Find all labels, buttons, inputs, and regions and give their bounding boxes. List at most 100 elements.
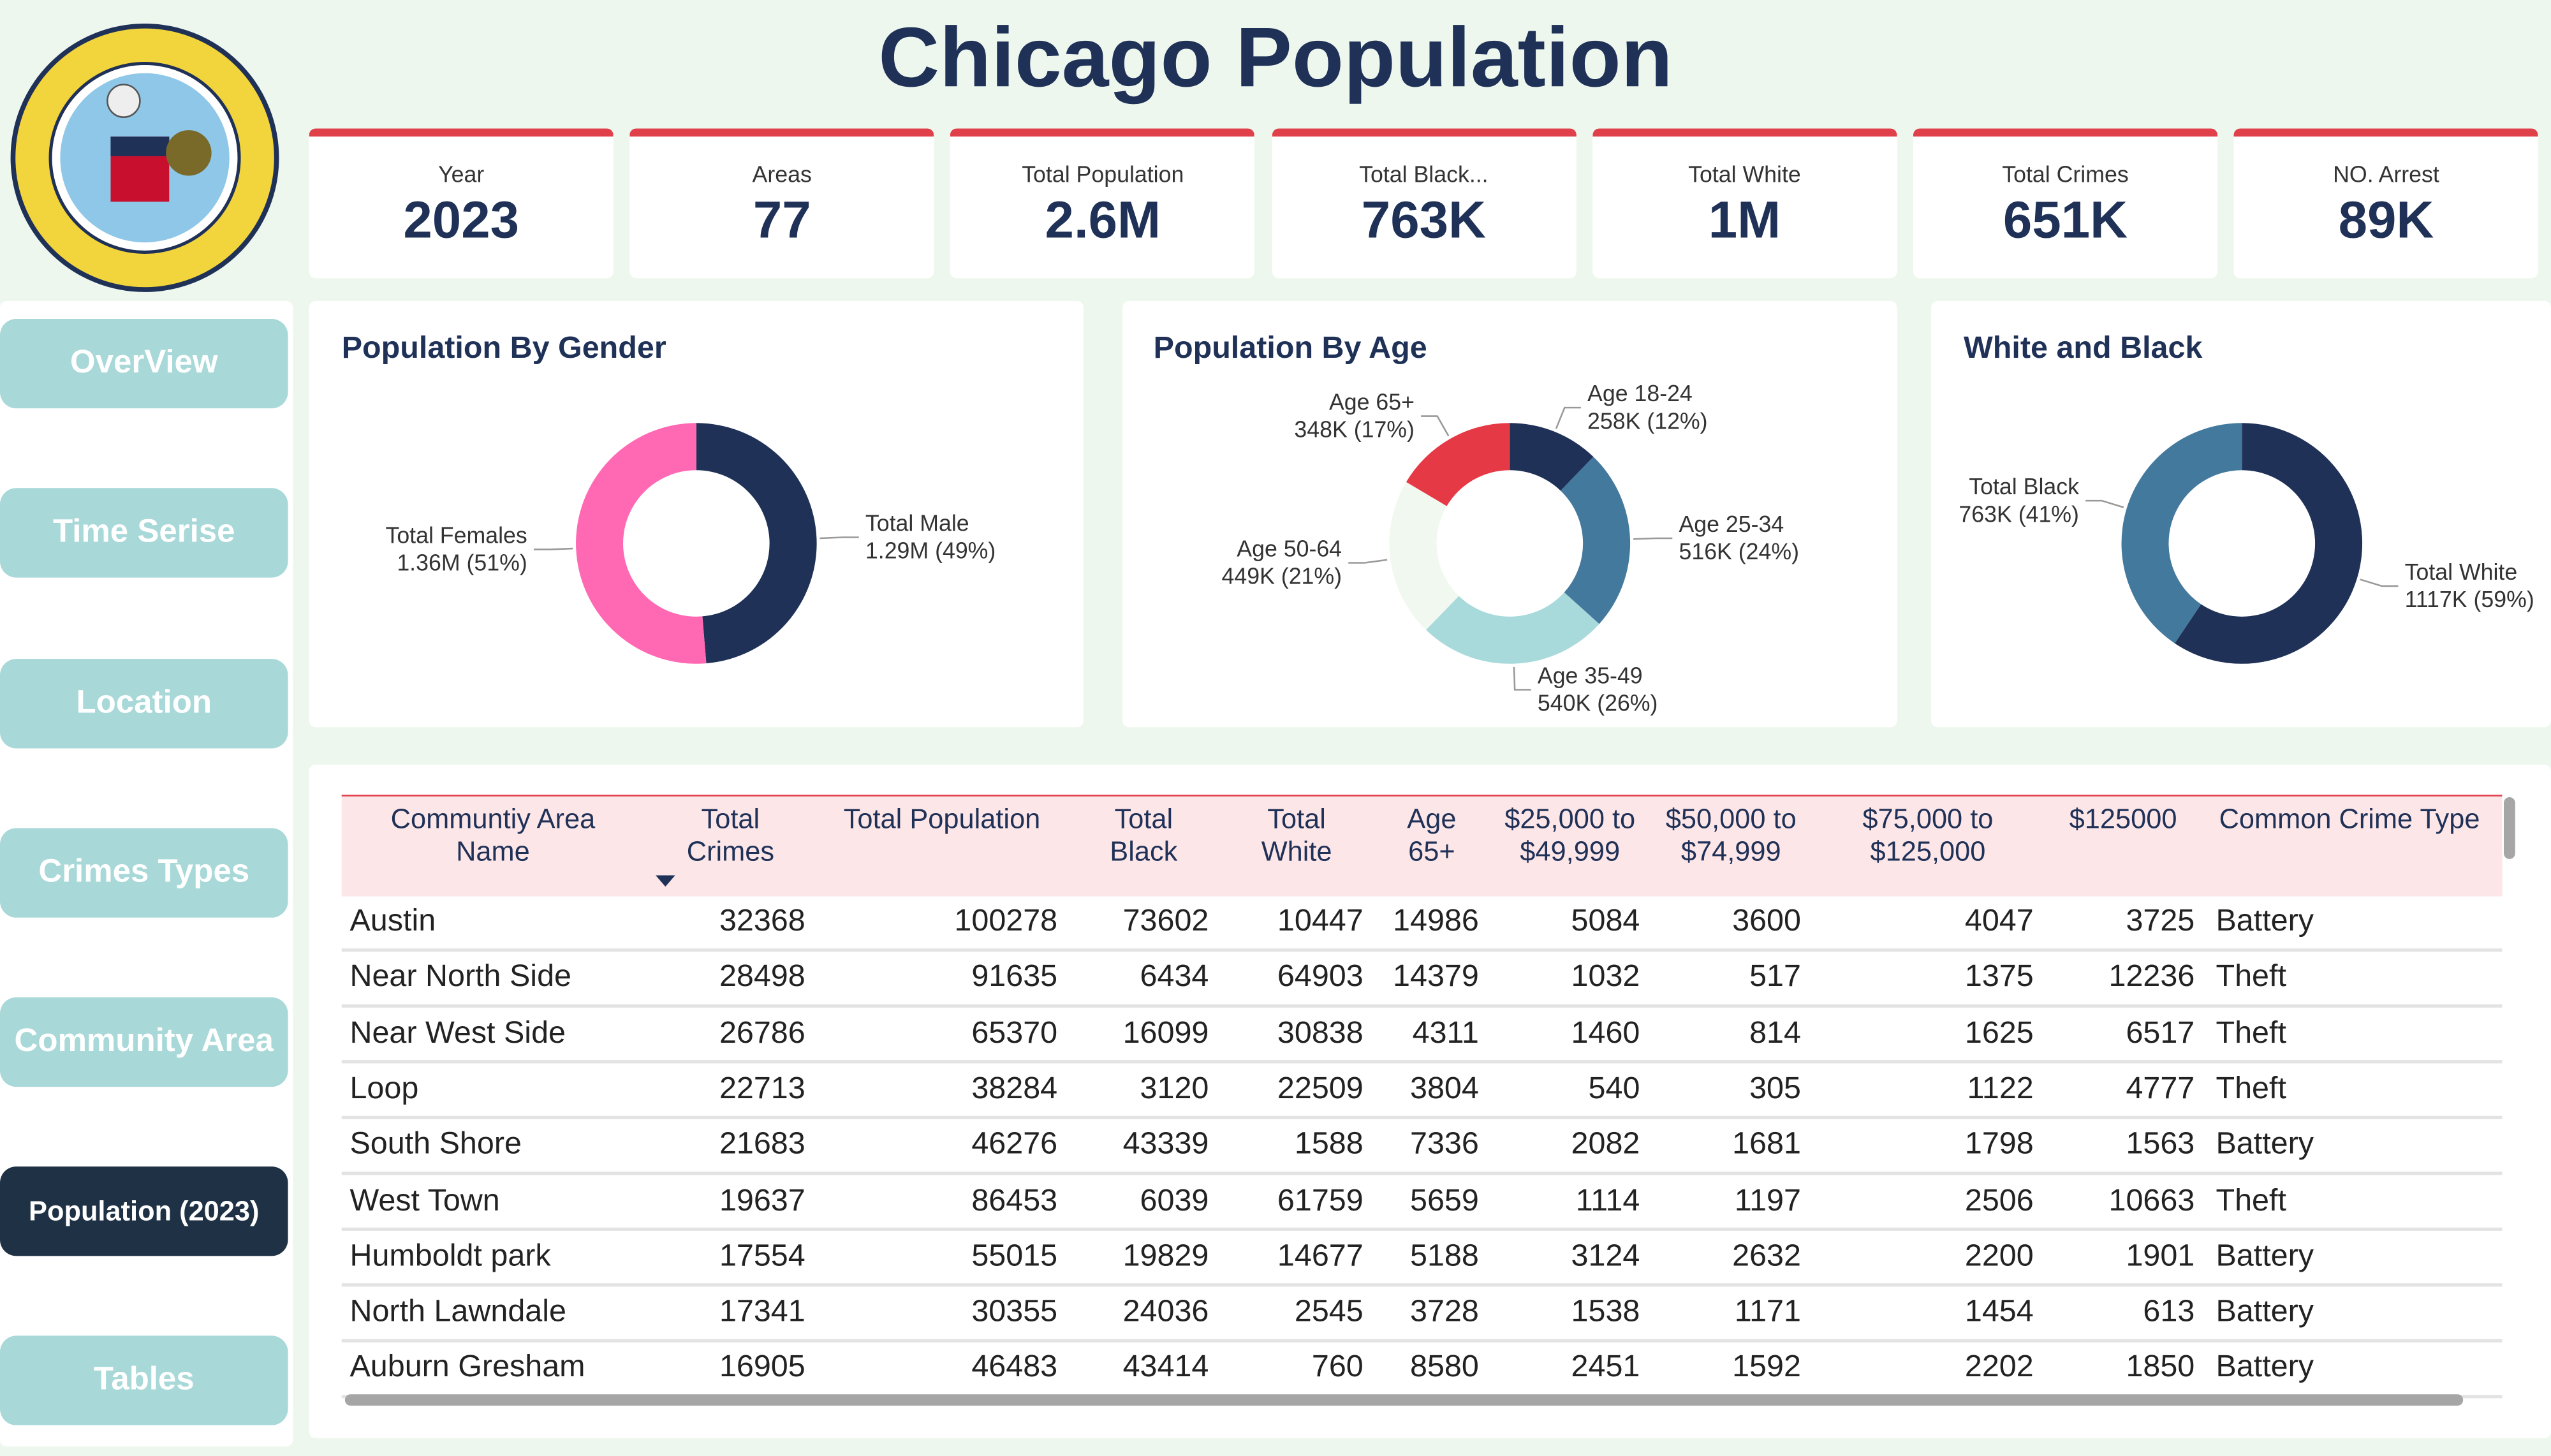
kpi-value: 89K <box>2338 190 2434 249</box>
table-cell: 1625 <box>1964 1016 2034 1050</box>
column-header[interactable]: Total Crimes <box>686 804 775 867</box>
table-cell: 1375 <box>1964 960 2034 995</box>
table-cell: 1588 <box>1294 1128 1364 1162</box>
slice-value-label: 763K (41%) <box>1959 501 2079 527</box>
table-cell: Battery <box>2216 1239 2314 1274</box>
table-cell: 2545 <box>1294 1295 1364 1330</box>
column-header[interactable]: Communtiy Area Name <box>390 804 596 867</box>
slice-value-label: 258K (12%) <box>1587 408 1708 434</box>
donut-slice <box>1561 457 1631 624</box>
kpi-label: Total Crimes <box>2002 161 2129 188</box>
table-cell: 4047 <box>1964 904 2034 939</box>
slice-label: Age 50-64 <box>1237 536 1342 561</box>
column-header[interactable]: $25,000 to $49,999 <box>1504 804 1636 867</box>
table-cell: Theft <box>2216 1071 2286 1107</box>
table-cell: 22509 <box>1277 1071 1364 1107</box>
table-cell: 5188 <box>1409 1239 1479 1274</box>
donut-slice <box>1406 423 1510 506</box>
kpi-value: 651K <box>2003 190 2128 249</box>
slice-value-label: 348K (17%) <box>1294 417 1415 443</box>
table-header-bg <box>341 795 2503 897</box>
kpi-label: Total Population <box>1022 161 1184 188</box>
column-header[interactable]: $75,000 to $125,000 <box>1862 804 1994 867</box>
nav-button[interactable]: Location <box>0 659 288 749</box>
slice-value-label: 516K (24%) <box>1679 539 1799 564</box>
table-cell: 32368 <box>719 904 805 939</box>
kpi-value: 763K <box>1361 190 1486 249</box>
kpi-value: 1M <box>1708 190 1781 249</box>
table-cell: 12236 <box>2108 960 2195 995</box>
nav-button[interactable]: Tables <box>0 1335 288 1425</box>
kpi-card: Total Crimes 651K <box>1913 128 2218 279</box>
table-cell: 10447 <box>1277 904 1364 939</box>
sort-indicator <box>656 875 675 887</box>
table-cell: 4777 <box>2126 1071 2195 1107</box>
table-cell: 19637 <box>719 1183 805 1218</box>
table-cell: 46483 <box>971 1351 1058 1385</box>
kpi-value: 2023 <box>403 190 520 249</box>
column-header[interactable]: Age 65+ <box>1407 804 1457 867</box>
page-title: Chicago Population <box>878 11 1673 106</box>
column-header[interactable]: Total White <box>1261 804 1332 867</box>
table-cell: 3600 <box>1732 904 1801 939</box>
nav-button[interactable]: Population (2023) <box>0 1166 288 1256</box>
slice-label: Age 25-34 <box>1679 511 1784 537</box>
slice-label: Total Black <box>1969 474 2079 499</box>
kpi-value: 2.6M <box>1045 190 1161 249</box>
table-cell: Near North Side <box>349 960 571 995</box>
table-cell: 100278 <box>954 904 1058 939</box>
kpi-label: Total Black... <box>1359 161 1489 188</box>
table-cell: Auburn Gresham <box>349 1351 585 1385</box>
donut-slice <box>696 423 817 664</box>
table-cell: 1901 <box>2126 1239 2195 1274</box>
table-cell: 1538 <box>1571 1295 1640 1330</box>
table-cell: 2506 <box>1964 1183 2034 1218</box>
column-header[interactable]: Total Black <box>1110 804 1178 867</box>
table-cell: 4311 <box>1412 1016 1479 1050</box>
table-cell: 814 <box>1749 1016 1801 1050</box>
table-cell: 22713 <box>719 1071 805 1107</box>
table-cell: 3120 <box>1140 1071 1209 1107</box>
kpi-card: NO. Arrest 89K <box>2234 128 2539 279</box>
table-cell: 7336 <box>1409 1128 1479 1162</box>
kpi-card: Areas 77 <box>629 128 934 279</box>
table-cell: 8580 <box>1409 1351 1479 1385</box>
slice-value-label: 449K (21%) <box>1222 564 1342 589</box>
slice-label: Total White <box>2405 559 2518 585</box>
table-cell: 1032 <box>1571 960 1640 995</box>
table-cell: 1798 <box>1964 1128 2034 1162</box>
table-cell: Austin <box>349 904 436 939</box>
donut-slice <box>576 423 707 664</box>
table-cell: 3124 <box>1571 1239 1640 1274</box>
column-header[interactable]: $125000 <box>2069 804 2177 835</box>
chart-title: Population By Gender <box>341 332 666 366</box>
table-cell: 2200 <box>1964 1239 2034 1274</box>
slice-label: Total Females <box>385 522 527 548</box>
nav-button[interactable]: Community Area <box>0 997 288 1087</box>
table-cell: 16905 <box>719 1351 805 1385</box>
leader-line <box>533 547 573 550</box>
table-cell: 17554 <box>719 1239 805 1274</box>
table-cell: South Shore <box>349 1128 522 1162</box>
table-cell: Battery <box>2216 904 2314 939</box>
table-cell: Theft <box>2216 1016 2286 1050</box>
leader-line <box>1633 537 1673 540</box>
donut-slice <box>2175 423 2363 664</box>
logo <box>10 23 279 292</box>
nav-button[interactable]: OverView <box>0 318 288 409</box>
slice-label: Age 18-24 <box>1587 381 1693 406</box>
table-cell: 30838 <box>1277 1016 1364 1050</box>
column-header[interactable]: $50,000 to $74,999 <box>1665 804 1797 867</box>
table-cell: 1454 <box>1964 1295 2034 1330</box>
chart-title: Population By Age <box>1153 332 1427 366</box>
nav-button[interactable]: Crimes Types <box>0 828 288 918</box>
column-header[interactable]: Total Population <box>843 804 1041 835</box>
table-cell: 14379 <box>1393 960 1479 995</box>
slice-label: Age 65+ <box>1329 389 1415 415</box>
table-cell: 2632 <box>1732 1239 1801 1274</box>
nav-button[interactable]: Time Serise <box>0 488 288 578</box>
column-header[interactable]: Common Crime Type <box>2219 804 2480 835</box>
